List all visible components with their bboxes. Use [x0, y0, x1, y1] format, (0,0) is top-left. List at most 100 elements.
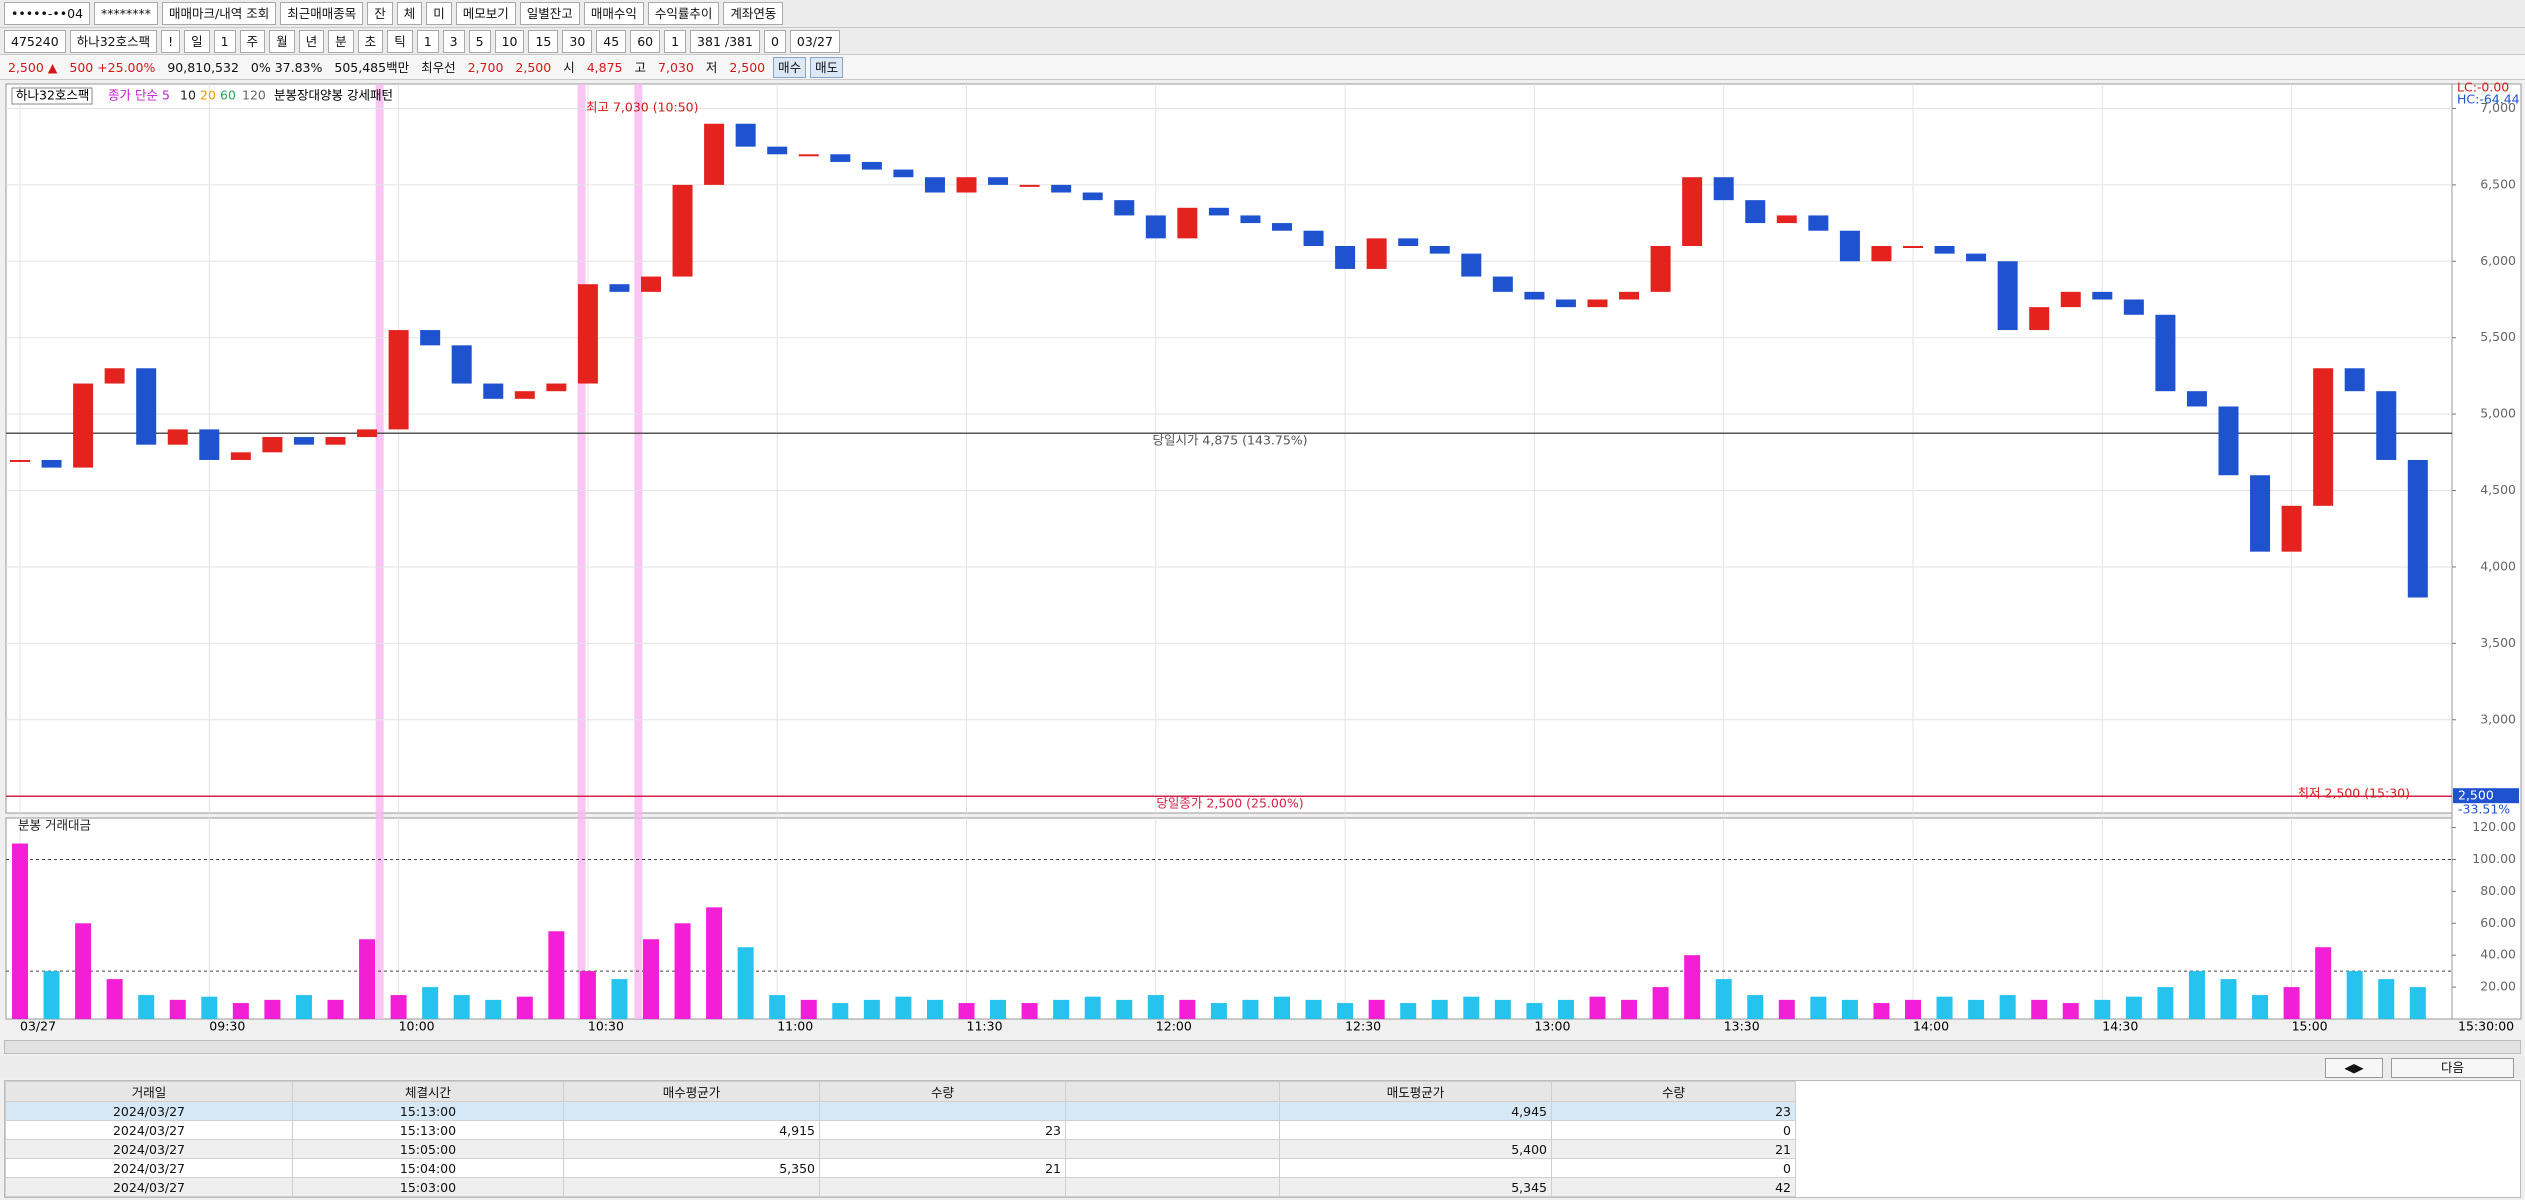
volume-bar — [2188, 971, 2205, 1019]
toolbar-item[interactable]: 475240 — [4, 29, 66, 53]
toolbar-item[interactable]: 1 — [213, 29, 236, 53]
toolbar-item[interactable]: 분 — [328, 29, 354, 53]
toolbar-item[interactable]: 매수 — [773, 56, 807, 78]
x-tick-label: 10:30 — [588, 1019, 624, 1034]
toolbar-item[interactable]: 2,700 — [467, 59, 504, 75]
candle — [1272, 223, 1292, 231]
toolbar-item[interactable]: 매매수익 — [583, 2, 644, 25]
next-button[interactable]: 다음 — [2391, 1058, 2514, 1078]
candle — [924, 177, 945, 193]
toolbar-item[interactable]: 2,500 — [515, 59, 552, 75]
toolbar-item[interactable]: 시 — [563, 59, 575, 75]
toolbar-item[interactable]: 2,500 ▲ — [8, 59, 58, 75]
toolbar-item[interactable]: 30 — [562, 29, 593, 53]
table-row[interactable]: 2024/03/27 15:05:00 5,400 21 — [5, 1139, 1796, 1159]
table-cell: 15:04:00 — [292, 1158, 564, 1178]
toolbar-item[interactable]: 1 — [416, 29, 439, 53]
toolbar-item[interactable]: 4,875 — [586, 59, 623, 75]
x-axis-end-label: 15:30:00 — [2458, 1019, 2514, 1034]
volume-bar — [2409, 987, 2426, 1019]
toolbar-item[interactable]: 월 — [269, 29, 295, 53]
toolbar-item[interactable]: 고 — [634, 59, 647, 75]
toolbar-item[interactable]: 초 — [357, 29, 384, 53]
volume-bar — [643, 939, 659, 1019]
toolbar-item[interactable]: 0% 37.83% — [250, 59, 323, 75]
toolbar-item[interactable]: 틱 — [387, 29, 413, 53]
toolbar-item[interactable]: 최우선 — [421, 59, 456, 75]
volume-bar — [2283, 987, 2300, 1019]
toolbar-item[interactable]: 미 — [426, 2, 452, 25]
volume-bar — [516, 996, 533, 1019]
candle — [1903, 246, 1923, 248]
toolbar-item[interactable]: 3 — [442, 29, 465, 53]
table-row[interactable]: 2024/03/27 15:13:00 4,915 23 0 — [5, 1120, 1796, 1140]
toolbar-item[interactable]: 주 — [239, 29, 266, 53]
toolbar-item[interactable]: 500 +25.00% — [69, 59, 156, 75]
toolbar-item[interactable]: 10 — [494, 29, 525, 53]
candle — [1934, 246, 1955, 254]
toolbar-item[interactable]: 5 — [468, 29, 491, 53]
volume-bar — [1557, 999, 1574, 1019]
y-tick-label: 80.00 — [2480, 883, 2516, 898]
candle — [199, 429, 220, 460]
volume-bar — [359, 939, 376, 1019]
candle — [767, 146, 788, 155]
toolbar-item[interactable]: 매도 — [810, 56, 844, 78]
toolbar-item[interactable]: 계좌연동 — [723, 2, 784, 25]
toolbar-item[interactable]: 일별잔고 — [519, 2, 580, 25]
toolbar-item[interactable]: 체 — [396, 2, 423, 25]
volume-bar — [1652, 987, 1669, 1019]
toolbar-item[interactable]: 메모보기 — [455, 2, 516, 25]
highlight-band — [577, 84, 586, 1019]
y-tick-label: 7,000 — [2480, 100, 2516, 115]
toolbar-item[interactable]: 381 /381 — [690, 29, 760, 53]
table-cell: 42 — [1551, 1177, 1796, 1197]
chart-scrollbar[interactable] — [4, 1040, 2521, 1054]
volume-bar — [2094, 999, 2111, 1019]
toolbar-item[interactable]: 03/27 — [789, 29, 840, 53]
column-header: 매도평균가 — [1279, 1081, 1552, 1102]
volume-bar — [1400, 1003, 1417, 1019]
table-cell — [563, 1139, 820, 1159]
column-header: 체결시간 — [292, 1081, 564, 1102]
table-row[interactable]: 2024/03/27 15:03:00 5,345 42 — [5, 1177, 1796, 1197]
column-header: 매수평균가 — [563, 1081, 820, 1102]
top-toolbar: •••••-••04 ******** 매매마크/내역 조회 최근매매종목 잔 체 미 메모보… — [0, 0, 2525, 28]
toolbar-item[interactable]: 15 — [528, 29, 559, 53]
ma-period: 120 — [242, 88, 266, 103]
toolbar-item[interactable]: •••••-••04 — [4, 2, 91, 25]
toolbar-item[interactable]: 매매마크/내역 조회 — [162, 2, 277, 25]
toolbar-item[interactable]: 90,810,532 — [167, 59, 239, 75]
table-cell: 2024/03/27 — [5, 1101, 293, 1121]
toolbar-item[interactable]: ******** — [94, 2, 159, 25]
candle — [1145, 215, 1166, 239]
toolbar-item[interactable]: 1 — [664, 29, 687, 53]
toolbar-item[interactable]: 45 — [596, 29, 627, 53]
toolbar-item[interactable]: 일 — [184, 29, 210, 53]
candle — [2123, 299, 2144, 315]
toolbar-item[interactable]: 60 — [630, 29, 661, 53]
toolbar-item[interactable]: 2,500 — [729, 59, 766, 75]
toolbar-item[interactable]: 7,030 — [658, 59, 694, 75]
table-row[interactable]: 2024/03/27 15:04:00 5,350 21 0 — [5, 1158, 1796, 1178]
candle — [1713, 177, 1734, 201]
toolbar-item[interactable]: 년 — [298, 29, 325, 53]
volume-bar — [1084, 996, 1101, 1019]
toolbar-item[interactable]: 저 — [705, 59, 718, 75]
toolbar-item[interactable]: 수익률추이 — [647, 2, 720, 25]
volume-bar — [800, 999, 817, 1019]
candle — [1555, 299, 1576, 308]
toolbar-item[interactable]: 0 — [763, 29, 786, 53]
table-row[interactable]: 2024/03/27 15:13:00 4,945 23 — [5, 1101, 1796, 1121]
y-tick-label: 100.00 — [2472, 851, 2516, 866]
column-header: 수량 — [819, 1081, 1066, 1102]
toolbar-item[interactable]: 505,485백만 — [334, 59, 410, 75]
volume-bar — [611, 979, 628, 1019]
volume-bar — [12, 843, 28, 1019]
toolbar-item[interactable]: ! — [161, 29, 181, 53]
toolbar-item[interactable]: 잔 — [367, 2, 393, 25]
toolbar-item[interactable]: 최근매매종목 — [280, 2, 364, 25]
toggle-button[interactable]: ◀▶ — [2325, 1058, 2383, 1078]
volume-bar — [2315, 947, 2332, 1019]
toolbar-item[interactable]: 하나32호스팩 — [69, 29, 158, 53]
